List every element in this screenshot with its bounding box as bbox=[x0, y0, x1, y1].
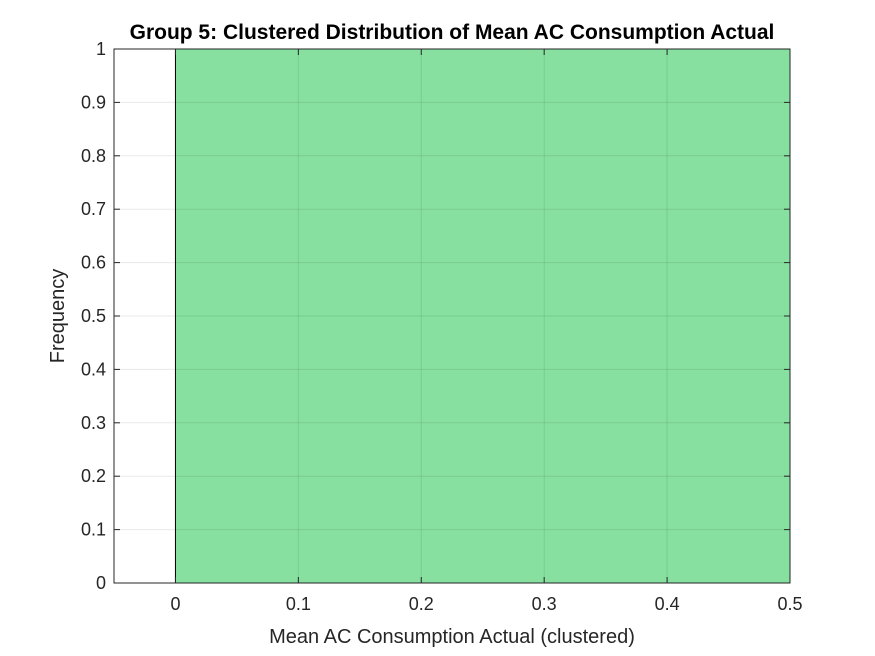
x-tick-label-1: 0.1 bbox=[286, 594, 311, 614]
x-tick-label-2: 0.2 bbox=[409, 594, 434, 614]
y-tick-label-0: 0 bbox=[96, 573, 106, 593]
y-tick-label-9: 0.9 bbox=[81, 92, 106, 112]
y-tick-label-8: 0.8 bbox=[81, 146, 106, 166]
y-tick-label-1: 0.1 bbox=[81, 520, 106, 540]
x-tick-label-5: 0.5 bbox=[777, 594, 802, 614]
y-tick-label-2: 0.2 bbox=[81, 466, 106, 486]
histogram-bar-0 bbox=[174, 48, 791, 584]
y-axis-label: Frequency bbox=[47, 269, 69, 364]
y-tick-label-3: 0.3 bbox=[81, 413, 106, 433]
y-tick-label-6: 0.6 bbox=[81, 253, 106, 273]
x-axis-label: Mean AC Consumption Actual (clustered) bbox=[269, 626, 635, 648]
y-tick-label-10: 1 bbox=[96, 39, 106, 59]
x-tick-label-0: 0 bbox=[170, 594, 180, 614]
y-tick-label-4: 0.4 bbox=[81, 359, 106, 379]
x-tick-label-4: 0.4 bbox=[655, 594, 680, 614]
chart-title: Group 5: Clustered Distribution of Mean … bbox=[130, 21, 775, 44]
y-tick-label-7: 0.7 bbox=[81, 199, 106, 219]
y-tick-label-5: 0.5 bbox=[81, 306, 106, 326]
x-tick-label-3: 0.3 bbox=[532, 594, 557, 614]
